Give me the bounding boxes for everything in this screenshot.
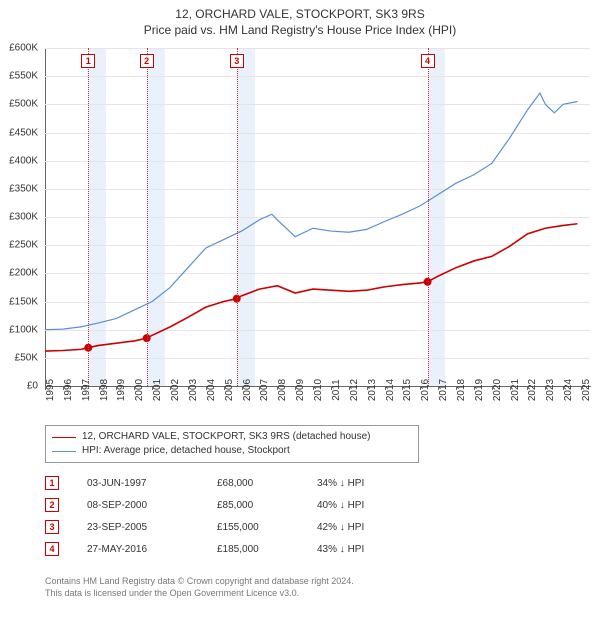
sale-band-line bbox=[147, 48, 148, 386]
table-row: 1 03-JUN-1997£68,00034% ↓ HPI bbox=[45, 472, 427, 494]
row-price: £68,000 bbox=[217, 478, 317, 489]
row-pct: 43% ↓ HPI bbox=[317, 544, 427, 555]
table-row: 2 08-SEP-2000£85,00040% ↓ HPI bbox=[45, 494, 427, 516]
x-axis-label: 2025 bbox=[581, 379, 592, 401]
legend-swatch-1 bbox=[52, 451, 76, 452]
sale-number-marker: 3 bbox=[230, 54, 244, 68]
x-axis-label: 2006 bbox=[242, 379, 253, 401]
x-axis-label: 2002 bbox=[170, 379, 181, 401]
x-axis-label: 2013 bbox=[367, 379, 378, 401]
chart-container: 12, ORCHARD VALE, STOCKPORT, SK3 9RS Pri… bbox=[0, 0, 600, 620]
table-row: 4 27-MAY-2016£185,00043% ↓ HPI bbox=[45, 538, 427, 560]
legend-box: 12, ORCHARD VALE, STOCKPORT, SK3 9RS (de… bbox=[45, 425, 419, 463]
footer-line-2: This data is licensed under the Open Gov… bbox=[45, 587, 354, 599]
x-axis-label: 1995 bbox=[45, 379, 56, 401]
row-number-box: 1 bbox=[45, 476, 59, 490]
y-axis-label: £300K bbox=[0, 212, 38, 223]
x-axis-label: 1997 bbox=[81, 379, 92, 401]
y-axis-label: £400K bbox=[0, 155, 38, 166]
row-price: £185,000 bbox=[217, 544, 317, 555]
arrow-down-icon: ↓ bbox=[340, 500, 345, 511]
x-axis-label: 2005 bbox=[224, 379, 235, 401]
y-axis-label: £0 bbox=[0, 381, 38, 392]
legend-label-1: HPI: Average price, detached house, Stoc… bbox=[82, 444, 290, 458]
x-axis-label: 2009 bbox=[295, 379, 306, 401]
y-axis-label: £150K bbox=[0, 296, 38, 307]
row-pct: 40% ↓ HPI bbox=[317, 500, 427, 511]
series-line bbox=[45, 224, 577, 351]
y-axis-label: £350K bbox=[0, 183, 38, 194]
sale-number-marker: 1 bbox=[81, 54, 95, 68]
x-axis-label: 2000 bbox=[134, 379, 145, 401]
x-axis-label: 2024 bbox=[563, 379, 574, 401]
row-date: 23-SEP-2005 bbox=[87, 522, 217, 533]
arrow-down-icon: ↓ bbox=[340, 522, 345, 533]
legend-item-0: 12, ORCHARD VALE, STOCKPORT, SK3 9RS (de… bbox=[52, 430, 412, 444]
x-axis-label: 2007 bbox=[259, 379, 270, 401]
y-axis-label: £200K bbox=[0, 268, 38, 279]
footer-attribution: Contains HM Land Registry data © Crown c… bbox=[45, 575, 354, 599]
sale-band-line bbox=[237, 48, 238, 386]
chart-plot-area: £0£50K£100K£150K£200K£250K£300K£350K£400… bbox=[45, 48, 590, 386]
y-axis-label: £600K bbox=[0, 43, 38, 54]
title-line-2: Price paid vs. HM Land Registry's House … bbox=[0, 22, 600, 38]
chart-svg bbox=[45, 48, 590, 386]
y-axis-label: £250K bbox=[0, 240, 38, 251]
series-line bbox=[45, 93, 577, 330]
row-number-box: 3 bbox=[45, 520, 59, 534]
row-price: £85,000 bbox=[217, 500, 317, 511]
x-axis-label: 1999 bbox=[116, 379, 127, 401]
x-axis-label: 2021 bbox=[510, 379, 521, 401]
x-axis-label: 2017 bbox=[438, 379, 449, 401]
row-date: 27-MAY-2016 bbox=[87, 544, 217, 555]
x-axis-label: 2022 bbox=[527, 379, 538, 401]
title-line-1: 12, ORCHARD VALE, STOCKPORT, SK3 9RS bbox=[0, 6, 600, 22]
y-axis-label: £100K bbox=[0, 324, 38, 335]
footer-line-1: Contains HM Land Registry data © Crown c… bbox=[45, 575, 354, 587]
x-axis-label: 2018 bbox=[456, 379, 467, 401]
x-axis-label: 2012 bbox=[349, 379, 360, 401]
y-axis-label: £500K bbox=[0, 99, 38, 110]
sale-band-line bbox=[88, 48, 89, 386]
sale-band-line bbox=[428, 48, 429, 386]
arrow-down-icon: ↓ bbox=[340, 544, 345, 555]
x-axis-label: 2001 bbox=[152, 379, 163, 401]
sale-number-marker: 2 bbox=[140, 54, 154, 68]
y-axis-label: £450K bbox=[0, 127, 38, 138]
row-pct: 42% ↓ HPI bbox=[317, 522, 427, 533]
row-date: 03-JUN-1997 bbox=[87, 478, 217, 489]
sales-table: 1 03-JUN-1997£68,00034% ↓ HPI 2 08-SEP-2000… bbox=[45, 472, 427, 560]
row-price: £155,000 bbox=[217, 522, 317, 533]
row-number-box: 2 bbox=[45, 498, 59, 512]
x-axis-label: 2011 bbox=[331, 379, 342, 401]
x-axis-label: 2016 bbox=[420, 379, 431, 401]
x-axis-label: 1998 bbox=[99, 379, 110, 401]
x-axis-label: 2008 bbox=[277, 379, 288, 401]
x-axis-label: 2003 bbox=[188, 379, 199, 401]
x-axis-label: 2010 bbox=[313, 379, 324, 401]
row-date: 08-SEP-2000 bbox=[87, 500, 217, 511]
x-axis-label: 2023 bbox=[545, 379, 556, 401]
legend-label-0: 12, ORCHARD VALE, STOCKPORT, SK3 9RS (de… bbox=[82, 430, 370, 444]
arrow-down-icon: ↓ bbox=[340, 478, 345, 489]
sale-number-marker: 4 bbox=[421, 54, 435, 68]
x-axis-label: 2004 bbox=[206, 379, 217, 401]
x-axis-label: 2019 bbox=[474, 379, 485, 401]
y-axis-label: £50K bbox=[0, 352, 38, 363]
title-block: 12, ORCHARD VALE, STOCKPORT, SK3 9RS Pri… bbox=[0, 0, 600, 38]
x-axis-label: 2020 bbox=[492, 379, 503, 401]
y-axis-label: £550K bbox=[0, 71, 38, 82]
table-row: 3 23-SEP-2005£155,00042% ↓ HPI bbox=[45, 516, 427, 538]
x-axis-label: 2015 bbox=[402, 379, 413, 401]
x-axis-label: 2014 bbox=[385, 379, 396, 401]
legend-swatch-0 bbox=[52, 437, 76, 438]
x-axis-label: 1996 bbox=[63, 379, 74, 401]
legend-item-1: HPI: Average price, detached house, Stoc… bbox=[52, 444, 412, 458]
row-pct: 34% ↓ HPI bbox=[317, 478, 427, 489]
row-number-box: 4 bbox=[45, 542, 59, 556]
